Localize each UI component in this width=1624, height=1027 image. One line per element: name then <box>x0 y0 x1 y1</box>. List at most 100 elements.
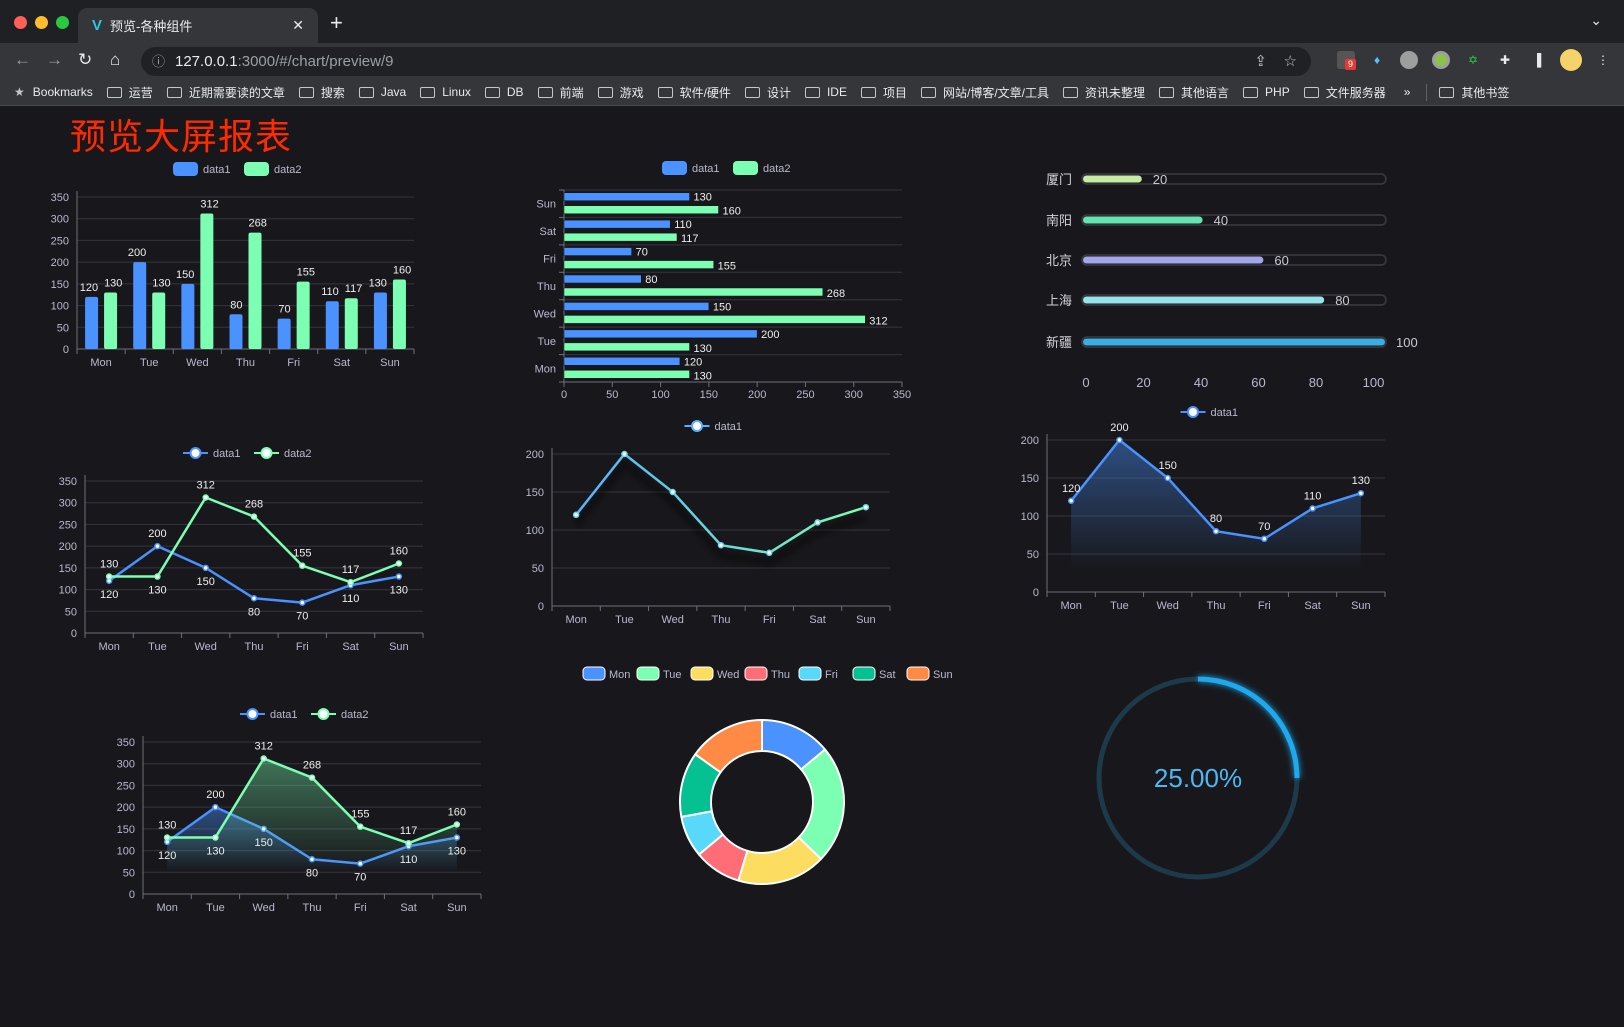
back-icon[interactable]: ← <box>14 50 31 69</box>
bookmark-folder[interactable]: Linux <box>420 84 471 101</box>
extensions-puzzle-icon[interactable]: ✚ <box>1499 53 1511 67</box>
legend-item-Thu[interactable]: Thu <box>744 666 790 681</box>
star-extension-icon[interactable]: ✡ <box>1467 53 1479 67</box>
data-point <box>862 503 870 511</box>
folder-icon <box>106 86 122 98</box>
legend-item-data2[interactable]: data2 <box>311 708 369 721</box>
tab-search-chevron-icon[interactable]: ⌄ <box>1590 12 1602 28</box>
share-icon[interactable]: ⇪ <box>1254 53 1267 70</box>
legend-item-data1[interactable]: data1 <box>173 162 231 176</box>
bookmark-folder[interactable]: 近期需要读的文章 <box>166 84 285 101</box>
new-tab-button[interactable]: + <box>330 10 343 35</box>
legend-item-data1[interactable]: data1 <box>662 161 720 175</box>
extension-icon-4[interactable] <box>1432 51 1450 69</box>
legend-item-data1[interactable]: data1 <box>1180 406 1239 419</box>
reload-icon[interactable]: ↻ <box>78 50 93 69</box>
home-icon[interactable]: ⌂ <box>110 50 121 69</box>
active-tab[interactable]: V 预览-各种组件 ✕ <box>78 8 318 43</box>
bookmark-folder[interactable]: 前端 <box>537 84 584 101</box>
area-fill-data1 <box>1071 440 1361 570</box>
bar-data2 <box>392 279 406 349</box>
close-window-button[interactable] <box>14 16 27 29</box>
data-label: 150 <box>1159 460 1177 472</box>
data-label: 117 <box>681 233 699 245</box>
legend-label: data1 <box>270 709 298 721</box>
data-label: 80 <box>248 606 260 618</box>
data-point <box>395 573 403 580</box>
x-tick-label: Thu <box>245 641 264 653</box>
bar-data2 <box>563 342 690 352</box>
data-label: 200 <box>1110 422 1128 434</box>
address-bar[interactable]: ⓘ 127.0.0.1:3000/#/chart/preview/9 ⇪ ☆ <box>141 47 1311 76</box>
bookmark-folder[interactable]: Java <box>358 84 406 101</box>
bookmark-folder[interactable]: 项目 <box>860 84 907 101</box>
extension-icon[interactable]: 9 <box>1337 51 1356 70</box>
x-tick-label: Wed <box>186 357 208 369</box>
data-label: 80 <box>230 299 242 311</box>
legend-label: data1 <box>213 448 241 460</box>
legend-item-data2[interactable]: data2 <box>244 162 302 176</box>
extension-icon-3[interactable] <box>1400 51 1418 69</box>
close-tab-icon[interactable]: ✕ <box>292 17 304 33</box>
bookmark-folder[interactable]: 游戏 <box>597 84 644 101</box>
legend-item-Tue[interactable]: Tue <box>636 666 682 681</box>
bookmark-folder[interactable]: DB <box>484 84 524 101</box>
bookmark-folder[interactable]: 文件服务器 <box>1303 84 1386 101</box>
data-point <box>347 578 354 586</box>
progress-track <box>1081 294 1387 306</box>
y-tick-label: 200 <box>51 257 69 269</box>
bookmark-folder[interactable]: 运营 <box>106 84 153 101</box>
legend-swatch <box>173 162 198 176</box>
x-tick-label: 100 <box>1363 375 1385 390</box>
data-label: 70 <box>636 247 648 259</box>
bookmark-folder[interactable]: 软件/硬件 <box>657 84 731 101</box>
zoom-window-button[interactable] <box>56 16 69 29</box>
minimize-window-button[interactable] <box>35 16 48 29</box>
legend-item-data1[interactable]: data1 <box>684 420 743 433</box>
legend-item-Fri[interactable]: Fri <box>798 666 838 681</box>
bookmark-folder[interactable]: 网站/博客/文章/工具 <box>920 84 1049 101</box>
data-point <box>405 839 412 847</box>
menu-kebab-icon[interactable]: ⋮ <box>1597 53 1609 67</box>
legend-item-data2[interactable]: data2 <box>254 447 312 460</box>
data-label: 160 <box>390 546 408 558</box>
bookmark-folder[interactable]: 资讯未整理 <box>1063 84 1145 101</box>
legend-item-Sun[interactable]: Sun <box>906 666 953 681</box>
forward-icon[interactable]: → <box>46 50 63 69</box>
bookmark-folder[interactable]: 其他语言 <box>1159 84 1229 101</box>
site-info-icon[interactable]: ⓘ <box>152 54 166 69</box>
more-bookmarks-button[interactable]: » <box>1403 85 1411 99</box>
legend-label: Tue <box>663 669 682 681</box>
page-title: 预览大屏报表 <box>70 116 293 157</box>
bookmark-star-icon[interactable]: ☆ <box>1283 53 1297 70</box>
bookmarks-button[interactable]: ★ Bookmarks <box>14 85 93 99</box>
gem-extension-icon[interactable]: ♦ <box>1373 53 1381 67</box>
legend-item-Sat[interactable]: Sat <box>852 666 896 681</box>
profile-avatar[interactable] <box>1560 49 1582 71</box>
legend-marker <box>1187 406 1199 418</box>
legend-item-data2[interactable]: data2 <box>733 161 791 175</box>
data-label: 117 <box>342 564 360 576</box>
x-tick-label: 200 <box>748 389 766 401</box>
y-tick-label: 100 <box>59 585 77 597</box>
data-label: 155 <box>718 261 736 273</box>
legend-label: data1 <box>203 164 231 176</box>
side-panel-icon[interactable]: ▐ <box>1532 53 1542 67</box>
bookmark-folder[interactable]: PHP <box>1243 84 1290 101</box>
x-tick-label: Thu <box>236 357 255 369</box>
bookmark-folder[interactable]: 设计 <box>744 84 791 101</box>
legend-item-data1[interactable]: data1 <box>183 447 241 460</box>
data-point <box>766 549 773 557</box>
data-label: 120 <box>80 282 98 294</box>
legend-item-Mon[interactable]: Mon <box>582 666 630 681</box>
legend-item-Wed[interactable]: Wed <box>690 666 739 681</box>
y-tick-label: 350 <box>59 476 77 488</box>
data-label: 117 <box>345 283 363 295</box>
bookmark-folder[interactable]: IDE <box>804 84 847 101</box>
other-bookmarks-folder[interactable]: 其他书签 <box>1426 83 1509 101</box>
bookmark-folder[interactable]: 搜索 <box>298 84 345 101</box>
bar-data2 <box>563 287 824 297</box>
bookmark-label: PHP <box>1265 85 1290 99</box>
data-label: 312 <box>255 741 273 753</box>
legend-item-data1[interactable]: data1 <box>240 708 298 721</box>
